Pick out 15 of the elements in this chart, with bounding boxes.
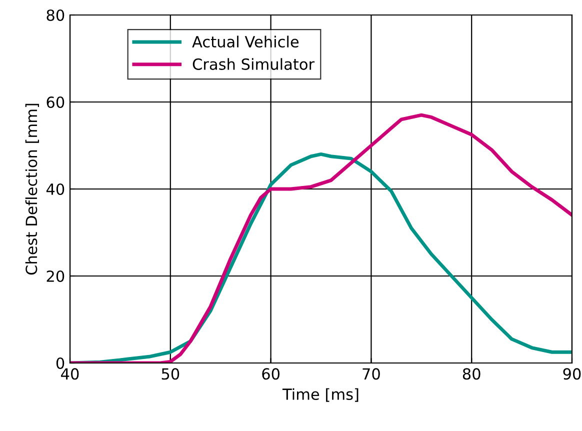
x-tick-label: 50 [162,368,180,380]
y-tick-label: 20 [46,270,64,282]
legend-label: Actual Vehicle [192,36,299,48]
y-tick-label: 80 [46,9,64,22]
y-tick-label: 60 [46,96,64,108]
x-tick-label: 40 [61,368,79,380]
y-tick-label: 40 [46,183,64,196]
x-tick-label: 60 [262,368,280,380]
y-axis-title: Chest Deflection [mm] [25,104,39,275]
x-tick-label: 90 [563,368,581,380]
y-tick-label: 0 [56,357,64,370]
x-axis-title: Time [ms] [282,388,358,402]
x-tick-label: 70 [362,368,380,380]
legend-label: Crash Simulator [192,58,315,70]
x-tick-label: 80 [462,368,480,380]
